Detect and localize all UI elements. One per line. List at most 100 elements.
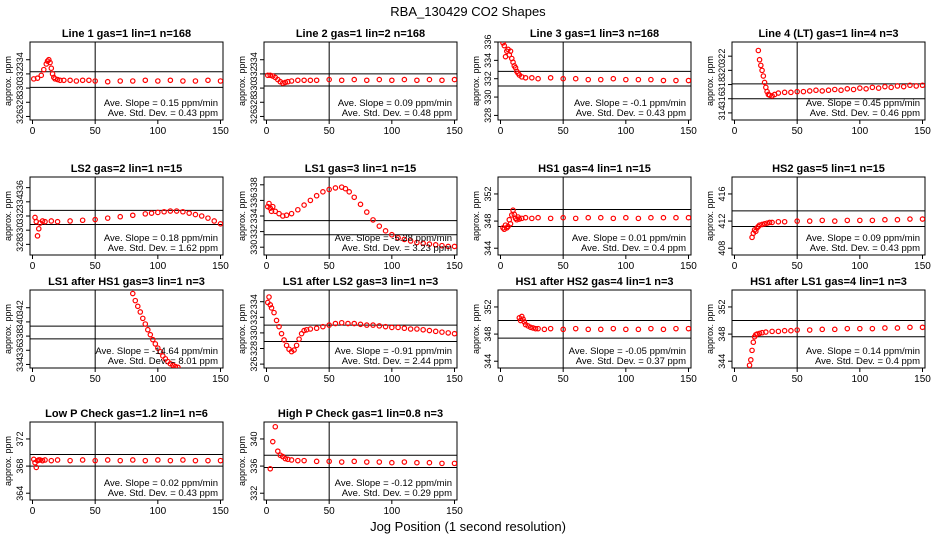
data-point bbox=[560, 214, 566, 221]
data-point bbox=[764, 220, 770, 226]
data-point bbox=[186, 210, 192, 216]
data-point bbox=[806, 218, 813, 224]
data-point bbox=[389, 77, 395, 84]
data-point bbox=[313, 325, 320, 332]
panel-title: HS1 gas=4 lin=1 n=15 bbox=[538, 163, 651, 175]
x-tick-label: 50 bbox=[90, 261, 102, 272]
data-point bbox=[749, 347, 755, 354]
data-point bbox=[267, 465, 274, 472]
y-tick-label: 336 bbox=[15, 343, 25, 358]
data-point bbox=[585, 76, 592, 83]
data-point bbox=[264, 72, 271, 79]
y-tick-label: 330 bbox=[249, 240, 259, 255]
data-point bbox=[167, 77, 174, 84]
data-point bbox=[794, 218, 800, 224]
plot-frame bbox=[263, 289, 458, 369]
data-point bbox=[142, 77, 149, 84]
data-points bbox=[264, 184, 457, 250]
x-tick-label: 150 bbox=[446, 126, 463, 137]
data-point bbox=[395, 235, 401, 241]
data-point bbox=[295, 457, 301, 464]
data-point bbox=[34, 75, 41, 81]
x-tick-label: 0 bbox=[732, 374, 738, 385]
slope-annotation: Ave. Slope = -5.28 ppm/min bbox=[335, 233, 452, 244]
data-point bbox=[389, 324, 395, 331]
data-point bbox=[173, 208, 180, 214]
y-tick-label: 336 bbox=[249, 193, 259, 208]
data-point bbox=[150, 336, 156, 343]
data-point bbox=[345, 320, 351, 327]
chart-panel: LS1 gas=3 lin=1 n=150 50 100 15033033233433… bbox=[237, 163, 463, 272]
data-point bbox=[788, 89, 794, 96]
chart-panel: HS2 gas=5 lin=1 n=15 0 50 100 150 408 412 416ap… bbox=[705, 163, 931, 272]
data-point bbox=[295, 77, 301, 84]
y-tick-label: 344 bbox=[717, 354, 727, 369]
data-point bbox=[320, 189, 326, 195]
data-points bbox=[746, 324, 925, 368]
x-tick-label: 100 bbox=[851, 374, 868, 385]
data-point bbox=[198, 213, 205, 219]
data-point bbox=[800, 88, 807, 95]
data-point bbox=[907, 324, 913, 331]
data-point bbox=[38, 72, 45, 79]
data-point bbox=[521, 319, 528, 325]
y-tick-label: 334 bbox=[15, 52, 25, 67]
data-point bbox=[610, 75, 617, 82]
std-dev-annotation: Ave. Std. Dev. = 0.46 ppm bbox=[810, 108, 920, 119]
y-axis-label: approx. ppm bbox=[705, 191, 715, 241]
plot-frame bbox=[731, 176, 926, 256]
data-point bbox=[746, 362, 753, 368]
panel-title: LS2 gas=2 lin=1 n=15 bbox=[71, 163, 183, 175]
data-point bbox=[673, 214, 679, 221]
data-point bbox=[451, 460, 457, 467]
std-dev-annotation: Ave. Std. Dev. = 3.23 ppm bbox=[342, 243, 452, 254]
y-axis-label: approx. ppm bbox=[3, 56, 13, 106]
data-point bbox=[439, 77, 445, 84]
data-point bbox=[338, 459, 345, 465]
data-points bbox=[500, 42, 691, 84]
chart-panel: HS1 after LS1 gas=4 lin=1 n=3 0 50 100 150 34… bbox=[705, 276, 931, 385]
x-tick-label: 100 bbox=[149, 126, 166, 137]
x-tick-label: 50 bbox=[558, 126, 570, 137]
data-point bbox=[755, 47, 762, 54]
y-tick-label: 340 bbox=[249, 431, 259, 446]
data-point bbox=[155, 345, 161, 351]
y-tick-label: 408 bbox=[717, 241, 727, 256]
data-point bbox=[813, 87, 819, 94]
data-point bbox=[635, 76, 642, 83]
data-point bbox=[844, 86, 851, 92]
x-tick-label: 100 bbox=[383, 506, 400, 517]
x-tick-label: 150 bbox=[212, 374, 229, 385]
data-point bbox=[407, 238, 414, 244]
data-point bbox=[117, 213, 124, 220]
data-point bbox=[48, 457, 55, 464]
data-point bbox=[301, 77, 307, 84]
y-tick-label: 336 bbox=[15, 180, 25, 195]
data-point bbox=[351, 458, 358, 465]
y-tick-label: 344 bbox=[483, 354, 493, 369]
chart-panel: LS2 gas=2 lin=1 n=150 50 100 15032833033233… bbox=[3, 163, 229, 272]
data-point bbox=[142, 457, 149, 464]
data-point bbox=[530, 325, 536, 331]
y-tick-label: 328 bbox=[483, 108, 493, 123]
x-tick-label: 100 bbox=[851, 261, 868, 272]
std-dev-annotation: Ave. Std. Dev. = 0.43 ppm bbox=[810, 243, 920, 254]
x-tick-label: 0 bbox=[264, 126, 270, 137]
data-point bbox=[217, 78, 223, 84]
data-point bbox=[192, 78, 199, 84]
data-point bbox=[426, 459, 433, 466]
data-point bbox=[597, 214, 604, 221]
y-tick-label: 412 bbox=[717, 214, 727, 229]
x-tick-label: 0 bbox=[732, 126, 738, 137]
data-point bbox=[857, 325, 863, 332]
data-point bbox=[919, 324, 925, 331]
x-tick-label: 0 bbox=[264, 374, 270, 385]
data-point bbox=[451, 243, 457, 250]
data-point bbox=[351, 194, 358, 201]
data-point bbox=[279, 80, 286, 86]
y-tick-label: 330 bbox=[15, 223, 25, 238]
data-point bbox=[869, 325, 876, 332]
x-tick-label: 150 bbox=[446, 374, 463, 385]
data-point bbox=[882, 83, 888, 90]
